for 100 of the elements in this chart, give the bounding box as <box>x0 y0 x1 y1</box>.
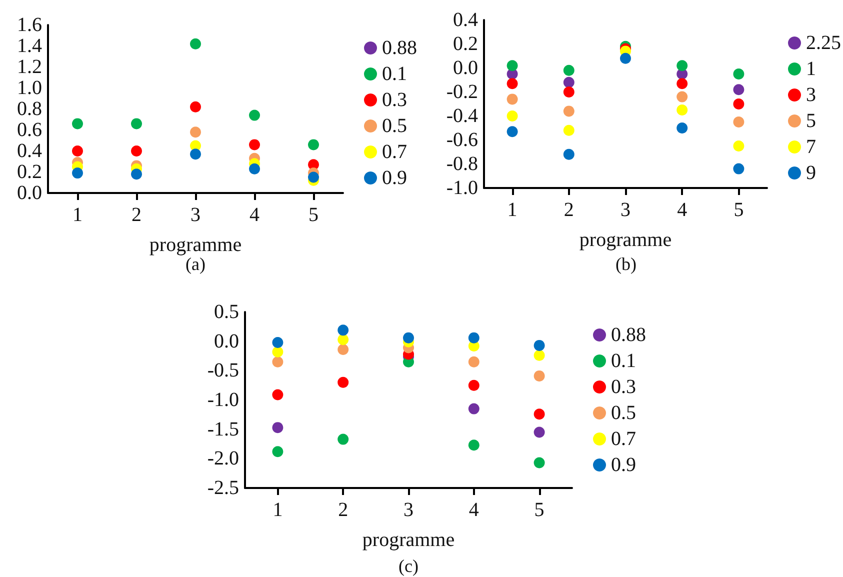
y-tick-label: 0.0 <box>17 182 42 204</box>
x-tick-label: 3 <box>620 199 630 221</box>
x-tick-label: 1 <box>72 204 82 226</box>
y-tick-label: -0.4 <box>446 105 478 127</box>
x-tick-label: 1 <box>507 199 518 221</box>
point <box>72 168 83 179</box>
y-tick-label: 0.4 <box>453 9 478 31</box>
x-tick-label: 2 <box>338 499 348 521</box>
legend-label: 0.5 <box>382 115 407 137</box>
y-tick-label: 0.0 <box>214 330 239 352</box>
legend-label: 0.5 <box>611 402 636 424</box>
legend-label: 1 <box>806 58 816 80</box>
point <box>563 86 574 98</box>
point <box>131 118 142 130</box>
y-tick-label: 1.2 <box>17 56 42 78</box>
point <box>72 146 83 156</box>
point <box>190 38 201 50</box>
point <box>272 337 284 348</box>
legend-label: 0.7 <box>611 428 636 450</box>
point <box>468 356 480 368</box>
point <box>403 332 414 344</box>
point <box>676 122 688 134</box>
legend-label: 0.1 <box>611 350 636 372</box>
x-tick-label: 1 <box>272 499 283 521</box>
point <box>563 124 574 136</box>
point <box>131 168 142 180</box>
y-tick-label: -1.0 <box>446 177 478 199</box>
point <box>676 104 688 116</box>
point <box>506 60 518 72</box>
y-tick-label: -2.0 <box>207 448 239 470</box>
x-axis-title: programme <box>149 234 242 256</box>
point <box>249 110 260 121</box>
y-tick-label: -0.5 <box>207 360 239 382</box>
x-tick-label: 3 <box>404 499 414 521</box>
y-tick-label: 0.2 <box>17 161 42 183</box>
point <box>308 172 319 183</box>
point <box>468 332 480 344</box>
point <box>534 408 545 420</box>
y-tick-label: 0.0 <box>453 57 478 79</box>
x-tick-label: 2 <box>132 204 142 226</box>
legend-label: 0.1 <box>382 63 407 85</box>
point <box>534 350 545 361</box>
point <box>534 457 545 468</box>
point <box>534 370 545 382</box>
point <box>272 346 284 358</box>
point <box>506 78 518 90</box>
x-tick-label: 3 <box>190 204 200 226</box>
point <box>338 344 349 356</box>
legend-label: 0.9 <box>382 167 407 189</box>
point <box>733 98 744 110</box>
point <box>272 422 284 434</box>
point <box>468 403 480 414</box>
point <box>72 118 83 130</box>
x-tick-label: 4 <box>677 199 688 221</box>
y-tick-label: 1.0 <box>17 77 42 99</box>
point <box>249 139 260 150</box>
point <box>563 106 574 117</box>
y-tick-label: 1.4 <box>17 35 42 57</box>
legend-label: 2.25 <box>806 32 841 54</box>
point <box>468 380 480 391</box>
point <box>338 324 349 336</box>
point <box>338 434 349 445</box>
point <box>190 101 201 112</box>
legend-label: 5 <box>806 110 816 132</box>
point <box>308 139 319 150</box>
x-tick-label: 2 <box>564 199 574 221</box>
legend-label: 9 <box>806 162 816 184</box>
legend-label: 3 <box>806 84 816 106</box>
point <box>272 389 284 400</box>
legend-label: 0.7 <box>382 141 407 163</box>
y-tick-label: -2.5 <box>207 477 239 499</box>
y-tick-label: 0.4 <box>17 140 42 162</box>
text: (a) <box>186 254 206 274</box>
text: (b) <box>616 254 636 274</box>
point <box>563 64 574 76</box>
point <box>131 146 142 156</box>
point <box>534 340 545 351</box>
point <box>620 52 631 64</box>
y-tick-label: -0.2 <box>446 81 478 103</box>
y-tick-label: 0.8 <box>17 98 42 120</box>
point <box>249 163 260 174</box>
point <box>506 110 518 122</box>
x-axis-title: programme <box>579 229 672 251</box>
point <box>506 94 518 105</box>
point <box>676 60 688 72</box>
point <box>733 163 744 174</box>
x-axis-title: programme <box>362 529 455 551</box>
legend-label: 0.88 <box>382 37 417 59</box>
point <box>676 91 688 102</box>
legend-label: 0.3 <box>611 376 636 398</box>
legend-label: 0.3 <box>382 89 407 111</box>
legend-label: 7 <box>806 136 816 158</box>
x-tick-label: 5 <box>308 204 318 226</box>
point <box>338 334 349 346</box>
point <box>733 116 744 128</box>
point <box>676 78 688 90</box>
point <box>733 140 744 152</box>
x-tick-label: 5 <box>734 199 744 221</box>
y-tick-label: -0.6 <box>446 129 478 151</box>
y-tick-label: -1.0 <box>207 389 239 411</box>
